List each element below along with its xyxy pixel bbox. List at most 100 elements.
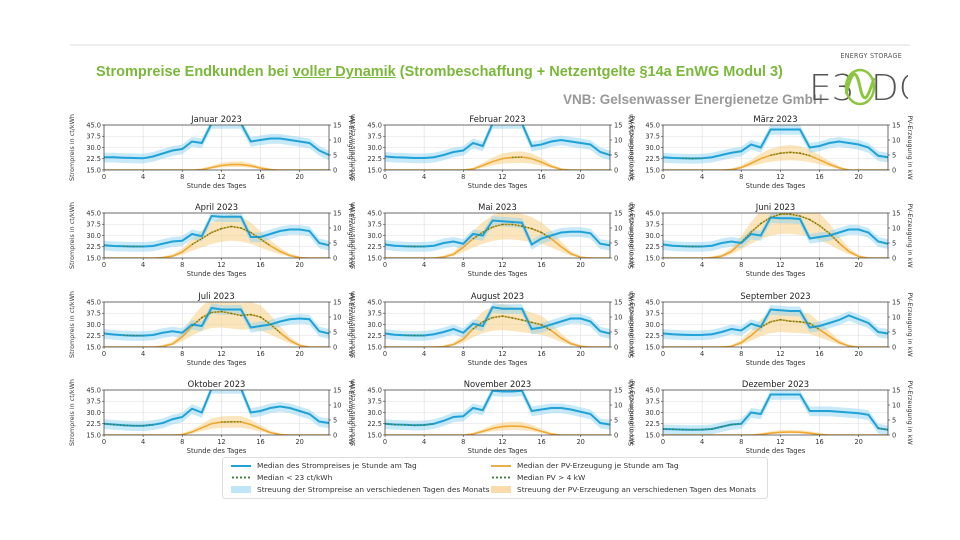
x-tick-label: 12 [776,173,784,181]
y-tick-label-left: 22.5 [645,243,660,251]
x-tick-label: 4 [700,261,704,269]
x-tick-label: 8 [739,261,743,269]
x-axis-label: Stunde des Tages [468,359,528,367]
subplot-plot-area [385,125,610,170]
x-tick-label: 8 [180,350,184,358]
y-tick-label-left: 37.5 [645,310,660,318]
x-tick-label: 12 [217,438,225,446]
y-tick-label-right: 10 [892,224,900,232]
x-tick-label: 12 [498,173,506,181]
subplot-title: September 2023 [740,291,810,301]
x-tick-label: 4 [141,261,145,269]
y-axis-label-left: Strompreis in ct/kWh [68,114,76,181]
y-tick-label-right: 0 [892,431,896,439]
legend-item-pv-band: Streuung der PV-Erzeugung an verschieden… [491,485,756,494]
x-tick-label: 20 [295,173,303,181]
x-tick-label: 0 [661,350,665,358]
legend-item-price-median: Median des Strompreises je Stunde am Tag [231,461,417,470]
y-tick-label-left: 15.0 [645,254,660,262]
price-median-line [663,393,888,431]
subplot-plot-area [663,213,888,258]
subplot-3: März 2023 15.0 22.5 30.0 37.5 45.0 0 5 10 15 0 4 8 12… [627,114,914,190]
y-tick-label-right: 10 [333,313,341,321]
x-tick-label: 0 [383,350,387,358]
y-tick-label-right: 0 [614,431,618,439]
y-tick-label-left: 15.0 [367,343,382,351]
y-tick-label-left: 30.0 [86,232,101,240]
x-tick-label: 0 [102,173,106,181]
subplot-title: April 2023 [195,202,238,212]
subplot-title: November 2023 [464,379,532,389]
price-median-line [385,219,610,248]
x-axis-label: Stunde des Tages [187,359,247,367]
y-tick-label-left: 37.5 [367,398,382,406]
y-tick-label-right: 10 [614,313,622,321]
price-median-line [663,216,888,248]
y-tick-label-right: 5 [333,328,337,336]
logo-mark-icon: E3 DC [809,68,908,106]
price-median-line [385,306,610,337]
y-axis-label-right: PV-Erzeugung in kW [347,115,355,180]
x-tick-label: 8 [739,438,743,446]
y-tick-label-left: 45.0 [645,121,660,129]
x-tick-label: 4 [141,350,145,358]
x-axis-label: Stunde des Tages [746,359,806,367]
y-tick-label-right: 0 [892,166,896,174]
x-axis-label: Stunde des Tages [746,270,806,278]
y-tick-label-right: 0 [333,254,337,262]
subplot-plot-area [104,302,329,347]
y-tick-label-right: 0 [614,166,618,174]
y-tick-label-right: 10 [614,224,622,232]
x-tick-label: 20 [854,350,862,358]
y-tick-label-left: 15.0 [86,343,101,351]
subplot-8: August 2023 15.0 22.5 30.0 37.5 45.0 0 5 10 15 0 4 8… [349,291,636,367]
y-tick-label-right: 5 [892,328,896,336]
legend-band-icon [491,486,511,493]
y-tick-label-right: 0 [333,431,337,439]
legend-label: Median des Strompreises je Stunde am Tag [257,461,417,470]
x-tick-label: 20 [576,438,584,446]
x-tick-label: 12 [498,438,506,446]
y-tick-label-right: 5 [614,239,618,247]
subplot-title: Mai 2023 [478,202,517,212]
x-tick-label: 4 [141,438,145,446]
y-tick-label-right: 15 [614,209,622,217]
x-tick-label: 12 [217,173,225,181]
y-tick-label-left: 22.5 [367,155,382,163]
x-tick-label: 4 [700,350,704,358]
pv-median-line [663,431,888,435]
y-tick-label-right: 15 [614,121,622,129]
y-tick-label-left: 45.0 [86,121,101,129]
x-tick-label: 16 [256,261,264,269]
legend-item-price-band: Streuung der Strompreise an verschiedene… [231,485,489,494]
title-text-underlined: voller Dynamik [292,64,396,80]
y-tick-label-left: 45.0 [86,298,101,306]
pv-spread-band [663,144,888,170]
x-tick-label: 0 [102,438,106,446]
y-tick-label-left: 15.0 [645,343,660,351]
y-tick-label-left: 45.0 [86,386,101,394]
pv-high-dots [541,231,552,240]
y-tick-label-left: 37.5 [367,221,382,229]
x-tick-label: 16 [256,173,264,181]
x-tick-label: 4 [422,173,426,181]
subplot-plot-area [104,125,329,170]
y-axis-label-left: Strompreis in ct/kWh [68,379,76,446]
pv-median-line [663,318,888,347]
y-axis-label-left: Strompreis in ct/kWh [349,202,357,269]
logo-wave-icon [844,72,876,100]
x-tick-label: 0 [661,173,665,181]
pv-high-dots [750,222,762,233]
subplot-plot-area [663,390,888,435]
y-axis-label-left: Strompreis in ct/kWh [68,202,76,269]
y-tick-label-right: 10 [333,136,341,144]
price-median-line [663,128,888,160]
pv-high-dots [472,321,484,330]
y-tick-label-left: 15.0 [86,254,101,262]
pv-high-dots [809,219,820,227]
y-tick-label-left: 22.5 [86,420,101,428]
x-tick-label: 4 [141,173,145,181]
legend-item-pv-median: Median der PV-Erzeugung je Stunde am Tag [491,461,679,470]
pv-high-dots [201,231,212,240]
x-tick-label: 4 [700,173,704,181]
